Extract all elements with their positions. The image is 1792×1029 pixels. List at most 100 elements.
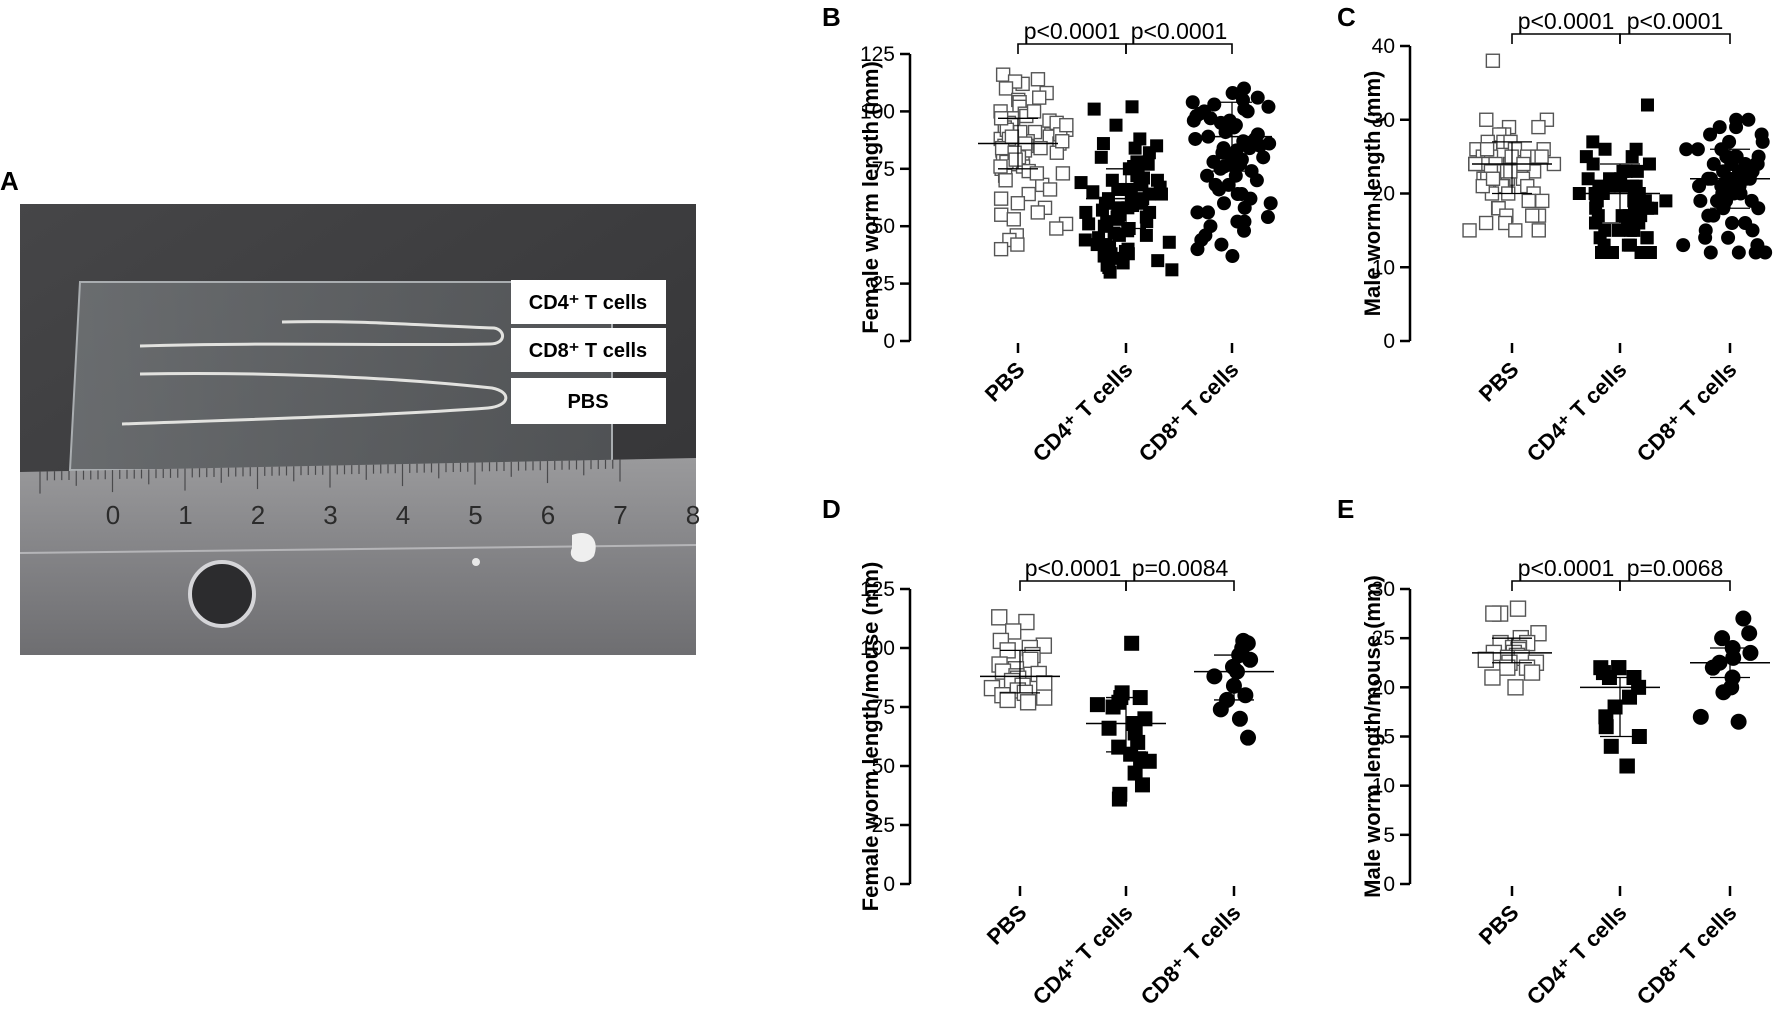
y-tick-label: 25 (872, 273, 895, 296)
category-label: PBS (980, 357, 1030, 407)
data-point (993, 191, 1009, 206)
data-point (1128, 141, 1142, 155)
data-point (1190, 242, 1205, 257)
data-point (1703, 127, 1718, 142)
data-point (993, 159, 1008, 174)
data-point (1227, 159, 1242, 174)
data-point (1078, 233, 1092, 247)
y-tick-label: 15 (1372, 726, 1395, 749)
data-point (1503, 164, 1518, 179)
data-point (1477, 651, 1494, 668)
data-point (1603, 738, 1619, 754)
data-point (1236, 81, 1251, 96)
data-point (1089, 697, 1105, 713)
y-axis-title: Female worm length (mm) (858, 61, 883, 334)
data-point (1019, 694, 1037, 711)
y-tick-label: 50 (872, 755, 895, 778)
data-point (1507, 679, 1524, 696)
data-point (1642, 157, 1656, 171)
data-point (1190, 205, 1205, 220)
data-point (1033, 140, 1048, 156)
data-point (1186, 113, 1201, 128)
data-point (1725, 649, 1742, 666)
p-value-label: p<0.0001 (1025, 555, 1122, 581)
data-point (999, 691, 1016, 709)
label-cd4: CD4⁺ T cells (529, 292, 647, 314)
data-point (1725, 216, 1740, 230)
y-tick-label: 25 (872, 814, 895, 837)
data-point (1531, 119, 1546, 135)
data-point (1719, 193, 1734, 208)
data-point (1745, 223, 1760, 238)
data-point (1141, 157, 1155, 171)
data-point (998, 173, 1013, 188)
data-point (1035, 689, 1053, 706)
data-point (1659, 194, 1673, 208)
y-tick-label: 0 (1383, 873, 1395, 896)
y-tick-label: 30 (1372, 109, 1395, 132)
data-point (1010, 196, 1026, 211)
data-point (1479, 142, 1495, 157)
data-point (1133, 178, 1147, 192)
data-point (1741, 625, 1758, 642)
label-box-pbs: PBS (511, 378, 666, 424)
significance-bracket (1125, 43, 1233, 54)
category-label: CD4⁺ T cells (1028, 357, 1138, 467)
data-point (1151, 254, 1165, 268)
y-tick-label: 20 (1372, 676, 1395, 699)
data-point (1240, 104, 1255, 119)
significance-bracket (1125, 580, 1235, 591)
data-point (1101, 720, 1117, 736)
p-value-label: p=0.0068 (1627, 555, 1724, 581)
data-point (1715, 684, 1732, 701)
data-point (1676, 238, 1691, 253)
data-point (1704, 659, 1721, 676)
y-tick-label: 100 (860, 100, 895, 123)
data-point (1225, 249, 1240, 264)
data-point (1021, 186, 1036, 202)
data-point (1581, 172, 1595, 186)
data-point (1105, 173, 1119, 187)
data-point (1139, 228, 1153, 242)
label-box-cd4: CD4⁺ T cells (511, 280, 666, 324)
panel-letter: D (822, 494, 841, 524)
significance-bracket (1619, 580, 1731, 591)
worm-cd8 (121, 372, 508, 426)
data-point (1692, 708, 1709, 725)
data-point (1598, 719, 1614, 735)
data-point (1643, 246, 1657, 259)
y-tick-label: 30 (1372, 578, 1395, 601)
panel-letter: E (1337, 494, 1354, 524)
data-point (1735, 610, 1752, 627)
data-point (1242, 141, 1257, 156)
data-point (1499, 659, 1516, 676)
data-point (1595, 246, 1609, 259)
data-point (1622, 209, 1636, 223)
data-point (1485, 605, 1502, 622)
category-label: PBS (1474, 357, 1524, 407)
p-value-label: p<0.0001 (1627, 8, 1724, 34)
data-point (1625, 150, 1639, 164)
y-axis-title: Male worm length (mm) (1360, 71, 1385, 317)
data-point (1572, 187, 1586, 200)
ruler-number: 6 (541, 500, 555, 530)
data-point (1260, 210, 1275, 225)
data-point (1623, 223, 1637, 237)
significance-bracket (1511, 33, 1621, 44)
data-point (1523, 664, 1541, 681)
data-point (1592, 179, 1606, 193)
data-point (1086, 185, 1100, 199)
data-point (1213, 161, 1228, 176)
y-axis-title: Male worm length/mouse (mm) (1360, 575, 1385, 898)
data-point (1200, 168, 1215, 183)
data-point (1619, 758, 1635, 774)
data-point (1237, 200, 1252, 215)
panel-letter-a: A (0, 166, 19, 196)
ruler-ticks (39, 459, 621, 494)
ruler-numbers: 0 1 2 3 4 5 6 7 8 (106, 500, 700, 530)
data-point (1006, 212, 1021, 227)
data-point (1130, 734, 1146, 750)
data-point (1755, 134, 1770, 149)
